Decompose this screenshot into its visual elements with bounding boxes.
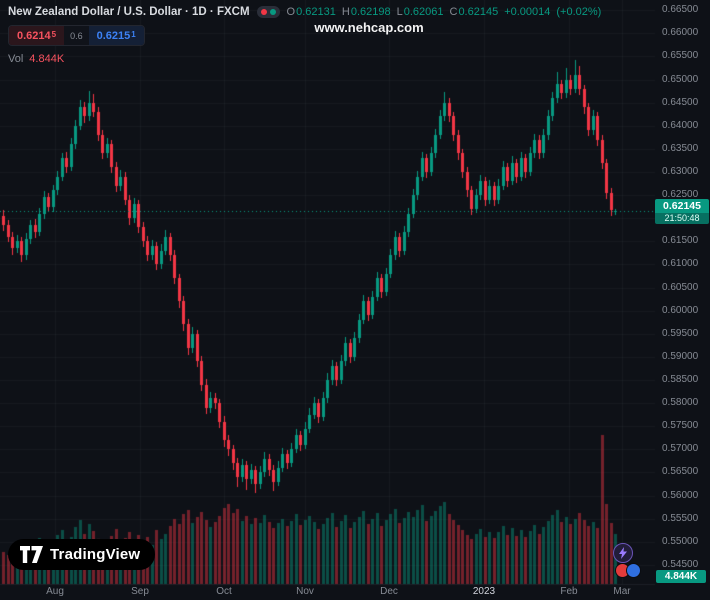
last-price-badge: 0.62145 21:50:48 (655, 199, 709, 224)
high-label: H (341, 6, 350, 18)
price-tick-label: 0.64500 (662, 97, 699, 108)
price-tick-label: 0.63000 (662, 166, 699, 177)
chart-legend: New Zealand Dollar / U.S. Dollar · 1D · … (8, 6, 601, 65)
change-percent: (+0.02%) (556, 6, 602, 18)
open-value: 0.62131 (296, 6, 336, 18)
sell-button[interactable]: 0.6214 5 (9, 26, 65, 45)
buy-button[interactable]: 0.6215 1 (88, 26, 144, 45)
bar-countdown: 21:50:48 (655, 213, 709, 224)
price-tick-label: 0.55500 (662, 513, 699, 524)
watermark-text: www.nehcap.com (314, 20, 424, 35)
price-tick-label: 0.61500 (662, 235, 699, 246)
time-tick-label: Dec (380, 586, 398, 597)
price-tick-label: 0.58000 (662, 397, 699, 408)
price-tick-label: 0.61000 (662, 258, 699, 269)
buy-sell-toggle-pill[interactable] (256, 6, 280, 18)
high-value: 0.62198 (350, 6, 391, 18)
time-axis[interactable]: Aug Sep Oct Nov Dec 2023 Feb Mar (0, 584, 655, 600)
ohlc-readout: O 0.62131 H 0.62198 L 0.62061 C 0.62145 +0.0… (287, 6, 602, 18)
price-tick-label: 0.59000 (662, 351, 699, 362)
volume-indicator-value: 4.844K (29, 53, 65, 65)
close-value: 0.62145 (458, 6, 499, 18)
price-tick-label: 0.56000 (662, 490, 699, 501)
change-value: +0.00014 (504, 6, 551, 18)
symbol-title[interactable]: New Zealand Dollar / U.S. Dollar · 1D · … (8, 6, 250, 18)
close-label: C (449, 6, 458, 18)
price-tick-label: 0.66500 (662, 4, 699, 15)
price-tick-label: 0.66000 (662, 27, 699, 38)
low-label: L (396, 6, 403, 18)
time-tick-label: Aug (46, 586, 64, 597)
tradingview-wordmark: TradingView (50, 546, 141, 563)
sell-dot-icon (260, 9, 267, 15)
tradingview-mark-icon (20, 546, 43, 563)
price-tick-label: 0.57500 (662, 420, 699, 431)
time-tick-label: Feb (560, 586, 578, 597)
price-tick-label: 0.58500 (662, 374, 699, 385)
low-value: 0.62061 (403, 6, 444, 18)
time-tick-label: Mar (613, 586, 631, 597)
price-tick-label: 0.64000 (662, 120, 699, 131)
price-tick-label: 0.65000 (662, 74, 699, 85)
last-price-value: 0.62145 (655, 199, 709, 213)
buy-dot-icon (269, 9, 276, 15)
lightning-button[interactable] (613, 543, 633, 563)
price-tick-label: 0.56500 (662, 466, 699, 477)
time-tick-label: Sep (131, 586, 149, 597)
price-axis[interactable]: 0.66500 0.66000 0.65500 0.65000 0.64500 0.640… (655, 0, 710, 600)
tradingview-logo[interactable]: TradingView (8, 539, 156, 570)
price-tick-label: 0.65500 (662, 50, 699, 61)
time-tick-label: Oct (216, 586, 232, 597)
buy-sell-group: 0.6214 5 0.6 0.6215 1 (8, 25, 145, 46)
price-tick-label: 0.55000 (662, 536, 699, 547)
price-tick-label: 0.57000 (662, 443, 699, 454)
price-tick-label: 0.62500 (662, 189, 699, 200)
open-label: O (286, 6, 296, 18)
overlapping-circles-button[interactable] (615, 563, 641, 578)
volume-indicator-label: Vol (8, 53, 24, 65)
time-tick-label: Nov (296, 586, 314, 597)
price-tick-label: 0.63500 (662, 143, 699, 154)
blue-circle-icon (626, 563, 641, 578)
price-tick-label: 0.60000 (662, 305, 699, 316)
time-tick-label: 2023 (472, 586, 496, 597)
lightning-icon (619, 547, 627, 559)
price-tick-label: 0.60500 (662, 282, 699, 293)
spread-value: 0.6 (64, 26, 89, 45)
price-tick-label: 0.59500 (662, 328, 699, 339)
price-tick-label: 0.54500 (662, 559, 699, 570)
volume-axis-badge: 4.844K (656, 570, 706, 583)
